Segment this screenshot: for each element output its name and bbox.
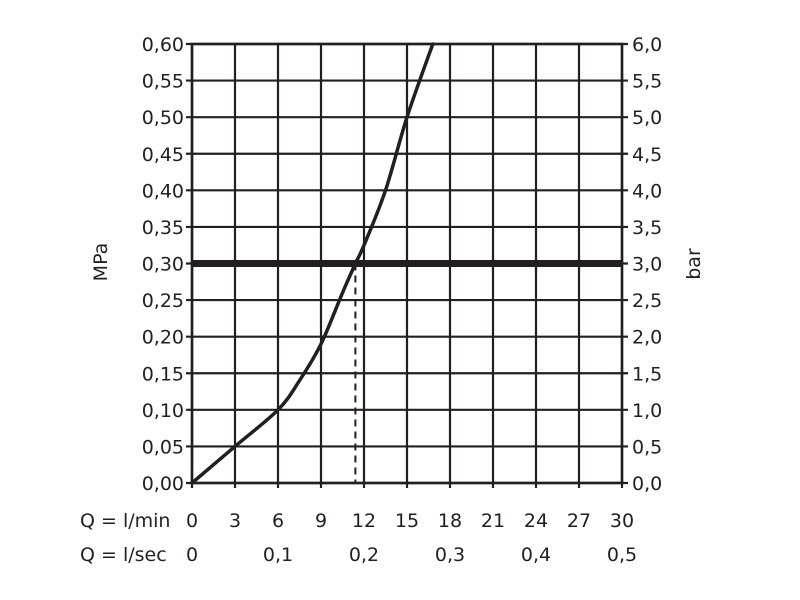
- y-axis-left-labels: 0,00 0,05 0,10 0,15 0,20 0,25 0,30 0,35 0,40 0,45…: [142, 34, 184, 495]
- x-tick-label: 30: [610, 510, 634, 532]
- y-tick-label-right: 1,0: [632, 400, 662, 422]
- x-secondary-tick-label: 0,3: [435, 544, 465, 566]
- annotations: [192, 260, 622, 483]
- y-axis-left-title: MPa: [90, 243, 112, 282]
- y-tick-label-right: 4,0: [632, 180, 662, 202]
- y-tick-label-left: 0,45: [142, 144, 184, 166]
- x-tick-label: 6: [272, 510, 284, 532]
- y-tick-label-left: 0,40: [142, 180, 184, 202]
- y-tick-label-left: 0,55: [142, 71, 184, 93]
- x-tick-label: 12: [352, 510, 376, 532]
- x-tick-label: 24: [524, 510, 548, 532]
- y-tick-label-right: 4,5: [632, 144, 662, 166]
- axis-ticks: [190, 483, 624, 488]
- y-tick-label-right: 5,0: [632, 107, 662, 129]
- x-tick-label: 27: [567, 510, 591, 532]
- x-tick-label: 21: [481, 510, 505, 532]
- flow-curve: [190, 42, 435, 485]
- y-tick-label-right: 2,5: [632, 290, 662, 312]
- x-axis-title: Q = l/min: [80, 510, 170, 532]
- y-tick-label-left: 0,35: [142, 217, 184, 239]
- x-secondary-tick-label: 0,2: [349, 544, 379, 566]
- x-secondary-tick-label: 0: [186, 544, 198, 566]
- x-tick-label: 3: [229, 510, 241, 532]
- y-tick-label-right: 3,0: [632, 254, 662, 276]
- x-secondary-tick-label: 0,4: [521, 544, 551, 566]
- x-tick-label: 18: [438, 510, 462, 532]
- y-tick-label-left: 0,30: [142, 254, 184, 276]
- y-tick-label-left: 0,60: [142, 34, 184, 56]
- x-axis-labels: 0 3 6 9 12 15 18 21 24 27 30: [186, 510, 634, 532]
- y-tick-label-left: 0,15: [142, 363, 184, 385]
- y-tick-label-right: 3,5: [632, 217, 662, 239]
- y-tick-label-right: 1,5: [632, 363, 662, 385]
- y-tick-label-left: 0,20: [142, 327, 184, 349]
- y-tick-label-left: 0,25: [142, 290, 184, 312]
- x-tick-label: 9: [315, 510, 327, 532]
- data-series: [190, 42, 435, 485]
- y-tick-label-left: 0,10: [142, 400, 184, 422]
- x-tick-label: 15: [395, 510, 419, 532]
- y-tick-label-left: 0,00: [142, 473, 184, 495]
- y-tick-label-left: 0,05: [142, 436, 184, 458]
- y-axis-right-title: bar: [683, 248, 705, 280]
- x-axis-secondary-labels: 0 0,1 0,2 0,3 0,4 0,5: [186, 544, 637, 566]
- y-tick-label-right: 5,5: [632, 71, 662, 93]
- y-tick-label-right: 6,0: [632, 34, 662, 56]
- x-tick-label: 0: [186, 510, 198, 532]
- x-secondary-tick-label: 0,1: [263, 544, 293, 566]
- y-tick-label-left: 0,50: [142, 107, 184, 129]
- y-tick-label-right: 0,5: [632, 436, 662, 458]
- y-tick-label-right: 2,0: [632, 327, 662, 349]
- y-tick-label-right: 0,0: [632, 473, 662, 495]
- x-axis-secondary-title: Q = l/sec: [80, 544, 167, 566]
- x-secondary-tick-label: 0,5: [607, 544, 637, 566]
- y-axis-right-labels: 0,0 0,5 1,0 1,5 2,0 2,5 3,0 3,5 4,0 4,5 5,0 5,5 6,0: [632, 34, 662, 495]
